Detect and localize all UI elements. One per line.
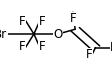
Text: F: F (109, 41, 112, 54)
Text: Br: Br (0, 27, 7, 41)
Text: F: F (85, 48, 91, 61)
Text: F: F (69, 12, 75, 25)
Text: F: F (19, 15, 25, 28)
Text: F: F (39, 15, 45, 28)
Text: F: F (39, 40, 45, 53)
Text: F: F (19, 40, 25, 53)
Text: O: O (53, 27, 62, 41)
